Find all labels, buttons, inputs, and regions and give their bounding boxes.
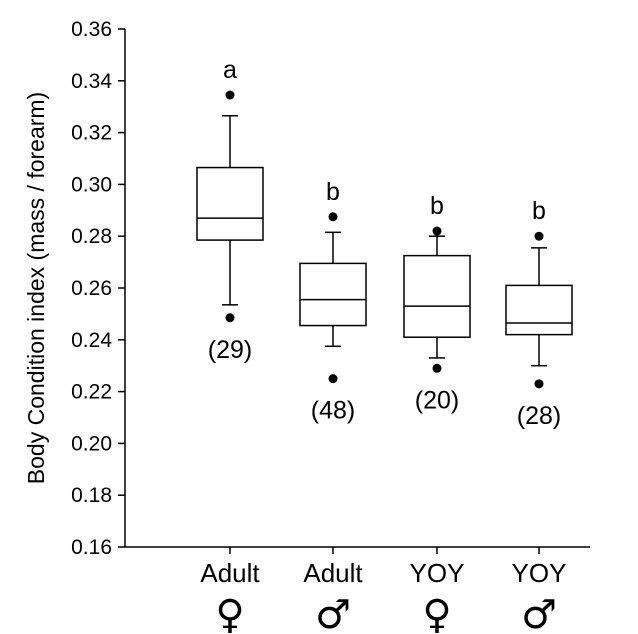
female-symbol: ♀	[215, 592, 244, 634]
boxes: a (29) b (48) b (20) b (28)	[196, 56, 573, 430]
box-group: b (20)	[403, 192, 471, 414]
male-symbol: ♂	[521, 592, 557, 634]
x-category-label: YOY	[410, 558, 465, 588]
y-tick-label: 0.30	[71, 173, 112, 196]
y-tick-label: 0.18	[71, 484, 112, 507]
y-tick-label: 0.24	[71, 329, 112, 352]
y-axis: 0.16 0.18 0.20 0.22 0.24 0.26 0.28 0.30 0.32 0.34…	[71, 18, 126, 559]
significance-letter: b	[532, 197, 546, 225]
x-category-label: Adult	[200, 558, 260, 588]
y-tick-label: 0.16	[71, 536, 112, 559]
x-axis: Adult ♀ Adult ♂ YOY ♀ YOY ♂	[125, 546, 590, 634]
y-tick-label: 0.28	[71, 225, 112, 248]
iqr-box	[505, 284, 573, 336]
sample-size-label: (20)	[415, 386, 459, 414]
outlier-point	[328, 374, 338, 384]
outlier-point	[432, 226, 442, 236]
sample-size-label: (28)	[517, 402, 561, 430]
y-tick-label: 0.20	[71, 432, 112, 455]
significance-letter: a	[223, 56, 237, 84]
outlier-point	[225, 90, 235, 100]
box-group: a (29)	[196, 56, 264, 364]
y-tick-label: 0.36	[71, 18, 112, 41]
sample-size-label: (29)	[208, 336, 252, 364]
female-symbol: ♀	[422, 592, 451, 634]
box-group: b (48)	[299, 178, 367, 425]
outlier-point	[534, 231, 544, 241]
y-tick-label: 0.26	[71, 277, 112, 300]
outlier-point	[534, 379, 544, 389]
y-tick-label: 0.22	[71, 381, 112, 404]
outlier-point	[328, 212, 338, 222]
iqr-box	[403, 254, 471, 338]
significance-letter: b	[430, 192, 444, 220]
y-ticks: 0.16 0.18 0.20 0.22 0.24 0.26 0.28 0.30 0.32 0.34…	[71, 18, 125, 559]
significance-letter: b	[326, 178, 340, 206]
x-category-label: YOY	[512, 558, 567, 588]
y-tick-label: 0.34	[71, 70, 112, 93]
male-symbol: ♂	[315, 592, 351, 634]
y-axis-label: Body Condition index (mass / forearm)	[23, 92, 49, 484]
iqr-box	[299, 262, 367, 327]
box-group: b (28)	[505, 197, 573, 430]
outlier-point	[432, 363, 442, 373]
outlier-point	[225, 313, 235, 323]
y-tick-label: 0.32	[71, 122, 112, 145]
iqr-box	[196, 166, 264, 241]
x-category-label: Adult	[303, 558, 363, 588]
sample-size-label: (48)	[311, 397, 355, 425]
x-labels: Adult ♀ Adult ♂ YOY ♀ YOY ♂	[200, 547, 566, 634]
